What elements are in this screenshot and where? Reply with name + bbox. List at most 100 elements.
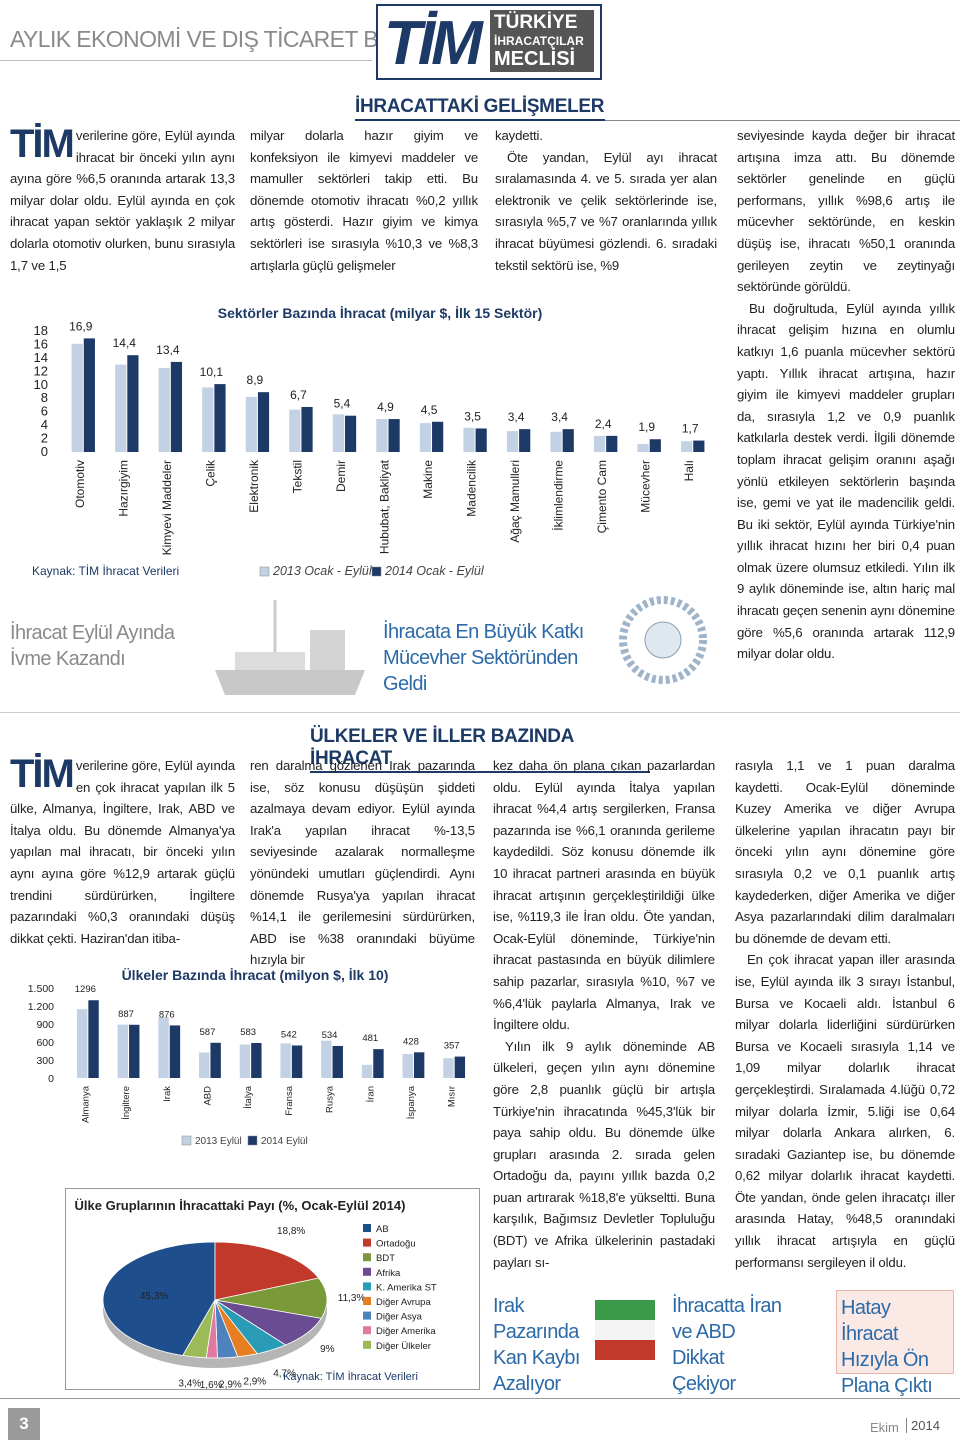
- header-rule: [0, 60, 372, 61]
- y-tick-label: 2: [41, 431, 48, 446]
- y-tick-label: 8: [41, 390, 48, 405]
- legend-label: Ortadoğu: [376, 1239, 416, 1250]
- bar: [210, 1042, 221, 1078]
- flag-band: [595, 1300, 655, 1320]
- value-label: 1296: [75, 984, 96, 995]
- x-tick-label: Mısır: [447, 1086, 458, 1107]
- bar: [649, 439, 661, 452]
- drop-cap: TİM: [10, 122, 75, 166]
- image-caption: Irak Pazarında Kan Kaybı Azalıyor: [493, 1295, 580, 1395]
- bar: [419, 423, 432, 452]
- legend-label: Diğer Amerika: [376, 1326, 436, 1337]
- legend-swatch: [363, 1326, 371, 1335]
- y-tick-label: 900: [36, 1019, 54, 1031]
- value-label: 587: [200, 1027, 216, 1038]
- value-label: 3,4: [508, 410, 525, 424]
- bar: [214, 384, 226, 452]
- footer-month: Ekim: [870, 1420, 899, 1435]
- paragraph-text: verilerine göre, Eylül ayında en çok ihr…: [10, 758, 235, 946]
- y-tick-label: 10: [34, 377, 48, 392]
- value-label: 357: [444, 1041, 460, 1052]
- bar: [376, 419, 388, 452]
- x-tick-label: Demir: [334, 460, 348, 492]
- bar: [402, 1054, 413, 1078]
- bar: [169, 1025, 181, 1078]
- x-tick-label: Mücevher: [639, 460, 653, 513]
- bar: [454, 1056, 466, 1078]
- bar: [332, 414, 344, 452]
- bar: [117, 1024, 129, 1078]
- bar: [257, 392, 270, 452]
- bar: [506, 431, 519, 452]
- x-tick-label: İspanya: [406, 1085, 417, 1119]
- bar: [562, 429, 574, 452]
- x-tick-label: Rusya: [325, 1085, 336, 1113]
- paragraph: rasıyla 1,1 ve 1 puan daralma kaydetti. …: [735, 758, 955, 946]
- x-tick-label: İran: [365, 1086, 376, 1102]
- legend-label: Diğer Asya: [376, 1312, 423, 1323]
- bar: [245, 396, 257, 452]
- y-tick-label: 16: [34, 336, 48, 351]
- pie-slice: [214, 1241, 320, 1301]
- chart-title: Ülkeler Bazında İhracat (milyon $, İlk 1…: [122, 967, 389, 983]
- bar: [361, 1064, 373, 1078]
- value-label: 583: [240, 1027, 256, 1038]
- footer-year: 2014: [906, 1418, 940, 1433]
- logo-line: MECLİSİ: [494, 48, 576, 70]
- image-caption: Hatay İhracat Hızıyla Ön Plana Çıktı: [836, 1290, 954, 1397]
- flag-band: [595, 1320, 655, 1340]
- x-tick-label: Tekstil: [290, 460, 304, 493]
- bar: [76, 1009, 88, 1078]
- text-column: milyar dolarla hazır giyim ve konfeksiyo…: [250, 125, 478, 276]
- bar: [593, 435, 606, 452]
- country-chart: Ülkeler Bazında İhracat (milyon $, İlk 1…: [28, 967, 466, 1147]
- legend-swatch: [363, 1253, 371, 1262]
- text-column: rasıyla 1,1 ve 1 puan daralma kaydetti. …: [735, 755, 955, 1273]
- group-pie-chart: Ülke Gruplarının İhracattaki Payı (%, Oc…: [65, 1188, 480, 1390]
- bar: [291, 1045, 303, 1078]
- bar: [519, 429, 531, 452]
- jewel-center: [644, 621, 682, 659]
- pie-slice: [182, 1299, 216, 1359]
- logo-line: İHRACATÇILAR: [494, 34, 584, 48]
- bar: [158, 367, 170, 452]
- section-rule: [0, 712, 960, 713]
- y-tick-label: 6: [41, 404, 48, 419]
- paragraph-text: verilerine göre, Eylül ayında ihracat bi…: [10, 128, 235, 273]
- legend-label: 2014 Eylül: [261, 1136, 308, 1147]
- value-label: 1,6%: [200, 1380, 223, 1390]
- bar: [413, 1052, 425, 1078]
- legend-swatch: [363, 1340, 371, 1349]
- value-label: 4,7%: [273, 1368, 296, 1379]
- value-label: 481: [362, 1033, 378, 1044]
- legend-swatch: [259, 566, 270, 577]
- legend-label: 2013 Ocak - Eylül: [272, 564, 373, 578]
- bar: [83, 338, 95, 452]
- chart-title: Sektörler Bazında İhracat (milyar $, İlk…: [218, 305, 542, 321]
- bar: [373, 1049, 384, 1078]
- legend-label: Diğer Avrupa: [376, 1297, 431, 1308]
- bar: [321, 1040, 332, 1078]
- bar: [693, 440, 705, 452]
- value-label: 13,4: [156, 343, 180, 357]
- value-label: 1,7: [682, 422, 699, 436]
- text-column: kez daha ön plana çıkan pazarlardan oldu…: [493, 755, 715, 1273]
- text-column: kaydetti. Öte yandan, Eylül ayı ihracat s…: [495, 125, 717, 276]
- x-tick-label: Hazırgiyim: [116, 460, 130, 517]
- flag-image: [595, 1300, 655, 1360]
- x-tick-label: Ağaç Mamulleri: [508, 460, 522, 543]
- value-label: 18,8%: [277, 1226, 305, 1237]
- y-tick-label: 300: [36, 1055, 54, 1067]
- legend-label: BDT: [376, 1253, 395, 1264]
- ship-cargo: [235, 652, 305, 670]
- bar: [301, 406, 313, 452]
- logo-mark: TİM: [384, 9, 483, 78]
- value-label: 45,3%: [140, 1291, 168, 1302]
- y-tick-label: 1.500: [28, 983, 54, 995]
- paragraph: TİM verilerine göre, Eylül ayında en çok …: [10, 754, 235, 949]
- y-tick-label: 1.200: [28, 1001, 54, 1013]
- image-caption: İhracatta İran ve ABD Dikkat Çekiyor: [672, 1295, 782, 1395]
- x-tick-label: Irak: [162, 1086, 173, 1102]
